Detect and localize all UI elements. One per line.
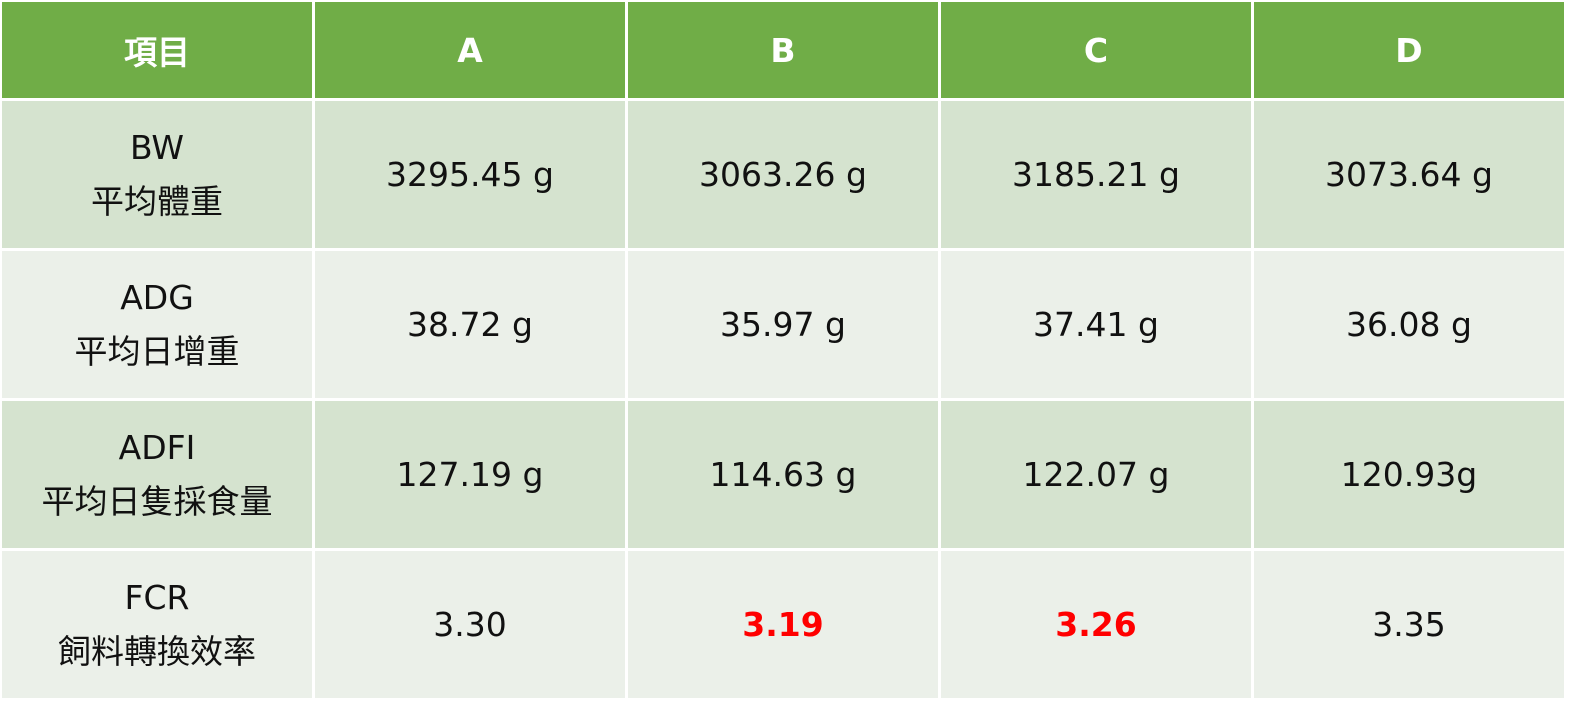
cell: 3073.64 g xyxy=(1254,101,1564,248)
row-label: BW 平均體重 xyxy=(2,101,312,248)
cell: 36.08 g xyxy=(1254,251,1564,398)
row: ADFI 平均日隻採食量 127.19 g 114.63 g 122.07 g 1… xyxy=(2,401,1564,548)
cell: 3295.45 g xyxy=(315,101,625,248)
header-cell: 項目 xyxy=(2,2,312,98)
cell: 122.07 g xyxy=(941,401,1251,548)
sublabel: 飼料轉換效率 xyxy=(58,631,256,671)
cell: 38.72 g xyxy=(315,251,625,398)
cell: 114.63 g xyxy=(628,401,938,548)
highlight-cell: 3.26 xyxy=(941,551,1251,698)
row: ADG 平均日增重 38.72 g 35.97 g 37.41 g 36.08 g xyxy=(2,251,1564,398)
header-cell: B xyxy=(628,2,938,98)
cell: 35.97 g xyxy=(628,251,938,398)
row: FCR 飼料轉換效率 3.30 3.19 3.26 3.35 xyxy=(2,551,1564,698)
cell: 3063.26 g xyxy=(628,101,938,248)
label: ADFI xyxy=(118,427,196,467)
row-label: ADG 平均日增重 xyxy=(2,251,312,398)
header-cell: A xyxy=(315,2,625,98)
row-label: ADFI 平均日隻採食量 xyxy=(2,401,312,548)
row: BW 平均體重 3295.45 g 3063.26 g 3185.21 g 307… xyxy=(2,101,1564,248)
sublabel: 平均體重 xyxy=(91,181,223,221)
cell: 127.19 g xyxy=(315,401,625,548)
cell: 120.93g xyxy=(1254,401,1564,548)
label: FCR xyxy=(124,577,190,617)
cell: 3.30 xyxy=(315,551,625,698)
row-label: FCR 飼料轉換效率 xyxy=(2,551,312,698)
cell: 3.35 xyxy=(1254,551,1564,698)
cell: 37.41 g xyxy=(941,251,1251,398)
header-row: 項目 A B C D xyxy=(2,2,1564,98)
sublabel: 平均日增重 xyxy=(74,331,240,371)
highlight-cell: 3.19 xyxy=(628,551,938,698)
label: ADG xyxy=(120,277,194,317)
sublabel: 平均日隻採食量 xyxy=(41,481,273,521)
cell: 3185.21 g xyxy=(941,101,1251,248)
header-cell: C xyxy=(941,2,1251,98)
data-table: 項目 A B C D BW 平均體重 3295.45 g 3063.26 g 31… xyxy=(2,2,1564,698)
label: BW xyxy=(129,127,185,167)
header-cell: D xyxy=(1254,2,1564,98)
